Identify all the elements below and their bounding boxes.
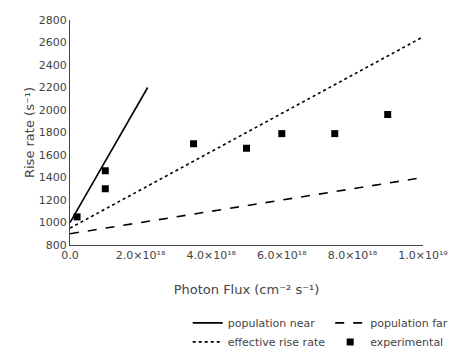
svg-text:1600: 1600: [39, 149, 67, 162]
svg-text:2200: 2200: [39, 81, 67, 94]
svg-text:4.0×10¹⁸: 4.0×10¹⁸: [186, 249, 236, 262]
svg-text:8.0×10¹⁸: 8.0×10¹⁸: [328, 249, 378, 262]
svg-text:2600: 2600: [39, 36, 67, 49]
svg-text:experimental: experimental: [370, 336, 443, 349]
svg-text:effective rise rate: effective rise rate: [228, 336, 325, 349]
svg-text:1000: 1000: [39, 216, 67, 229]
svg-text:2000: 2000: [39, 104, 67, 117]
svg-text:1400: 1400: [39, 171, 67, 184]
svg-text:population near: population near: [228, 317, 316, 330]
svg-text:1.0×10¹⁹: 1.0×10¹⁹: [398, 249, 448, 262]
svg-text:Photon Flux (cm⁻² s⁻¹): Photon Flux (cm⁻² s⁻¹): [174, 282, 320, 297]
svg-text:2.0×10¹⁸: 2.0×10¹⁸: [116, 249, 166, 262]
svg-text:1800: 1800: [39, 126, 67, 139]
svg-text:population far: population far: [370, 317, 448, 330]
svg-text:6.0×10¹⁸: 6.0×10¹⁸: [257, 249, 307, 262]
svg-text:0.0: 0.0: [61, 249, 79, 262]
svg-text:Rise rate (s⁻¹): Rise rate (s⁻¹): [22, 87, 37, 178]
svg-text:800: 800: [46, 239, 67, 252]
svg-text:2400: 2400: [39, 59, 67, 72]
svg-text:1200: 1200: [39, 194, 67, 207]
svg-text:2800: 2800: [39, 14, 67, 27]
